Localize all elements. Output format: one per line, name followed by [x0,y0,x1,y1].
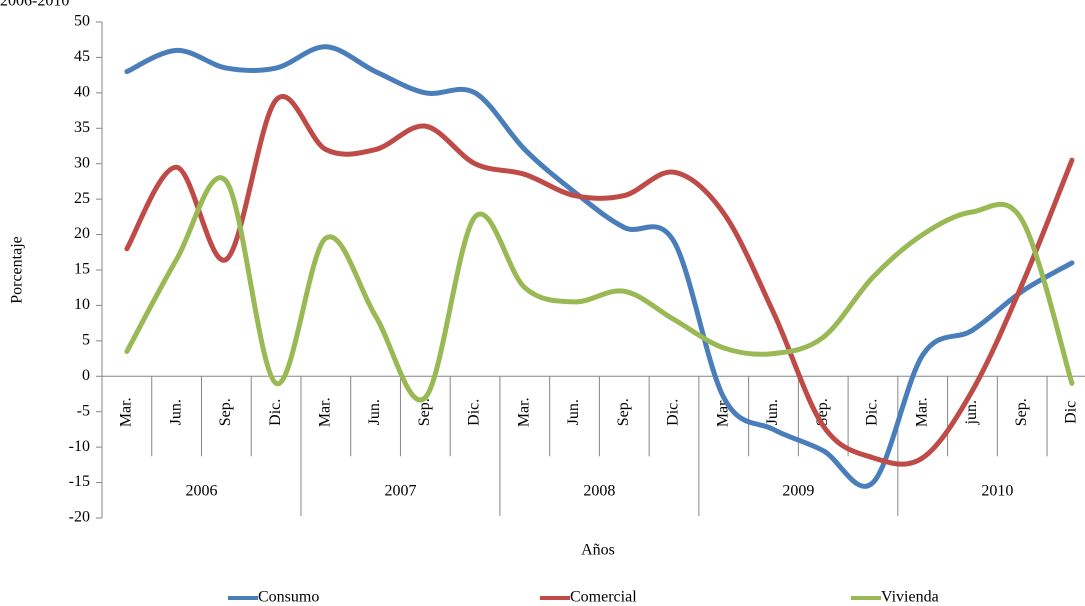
legend-label: Vivienda [881,589,939,606]
year-label: 2010 [981,483,1013,500]
x-axis-label: Años [581,542,615,559]
legend-label: Consumo [258,589,319,606]
x-tick-label: jun. [963,400,980,425]
x-tick-label: Dic. [466,399,483,426]
chart-title: 2006-2010 [0,0,69,10]
y-tick-label: 20 [74,225,90,242]
y-tick-label: 5 [82,332,90,349]
series-line [124,175,1075,403]
x-tick-label: Dic. [665,399,682,426]
series-line [124,94,1075,467]
year-label: 2009 [782,483,814,500]
y-tick-label: 35 [74,119,90,136]
x-tick-label: Mar. [118,397,135,427]
y-tick-label: 25 [74,190,90,207]
x-tick-label: Sep. [217,398,234,426]
year-label: 2006 [185,483,217,500]
x-tick-label: Jun. [565,399,582,425]
x-tick-label: Sep. [1013,398,1030,426]
y-tick-label: -15 [69,473,90,490]
series-line [124,44,1075,489]
y-tick-label: 45 [74,48,90,65]
x-tick-label: Jun. [764,399,781,425]
year-label: 2007 [384,483,416,500]
y-tick-label: 0 [82,367,90,384]
y-tick-label: 50 [74,13,90,30]
x-tick-label: Mar. [913,397,930,427]
y-tick-label: 40 [74,84,90,101]
x-tick-label: Mar. [317,397,334,427]
x-tick-label: Dic. [864,399,881,426]
y-tick-label: 10 [74,296,90,313]
legend-label: Comercial [570,589,637,606]
x-tick-label: Jun. [366,399,383,425]
y-tick-label: -20 [69,509,90,526]
y-tick-label: -10 [69,438,90,455]
year-label: 2008 [583,483,615,500]
y-tick-label: 15 [74,261,90,278]
x-tick-label: Sep. [615,398,632,426]
x-tick-label: Mar. [515,397,532,427]
y-axis-label: Porcentaje [9,236,26,304]
x-tick-label: Dic [1063,401,1080,424]
y-tick-label: -5 [77,402,90,419]
x-tick-label: Dic. [267,399,284,426]
y-tick-label: 30 [74,154,90,171]
x-tick-label: Sep. [416,398,433,426]
x-tick-label: Jun. [167,399,184,425]
